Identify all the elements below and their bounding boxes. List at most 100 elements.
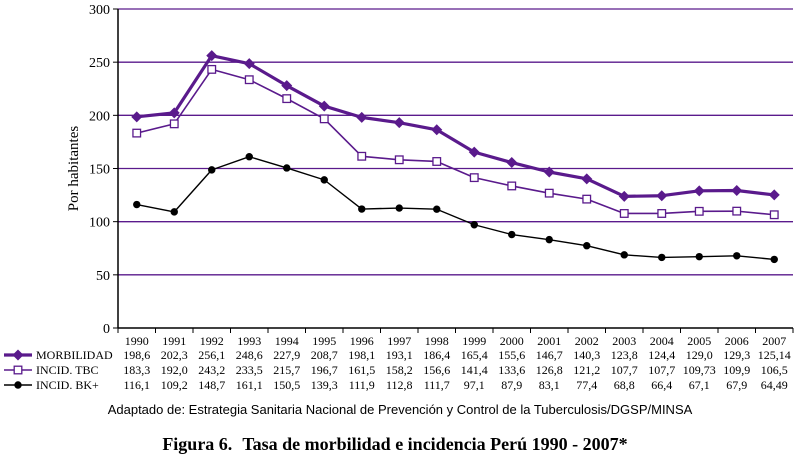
data-label: 148,7	[198, 378, 225, 392]
legend-label: INCID. TBC	[36, 363, 98, 377]
data-label: 121,2	[573, 363, 600, 377]
data-point	[469, 173, 479, 183]
data-label: 68,8	[614, 378, 635, 392]
data-point	[132, 128, 142, 138]
data-label: 161,1	[236, 378, 263, 392]
data-label: 129,3	[723, 348, 750, 362]
legend-label: MORBILIDAD	[36, 348, 113, 362]
data-label: 227,9	[273, 348, 300, 362]
data-point	[695, 252, 703, 261]
data-point	[14, 381, 22, 389]
axes	[113, 8, 794, 333]
data-label: 106,5	[761, 363, 788, 377]
data-label: 140,3	[573, 348, 600, 362]
data-point	[282, 94, 292, 104]
data-label: 77,4	[576, 378, 597, 392]
data-point	[769, 210, 779, 220]
data-label: 193,1	[386, 348, 413, 362]
year-label: 1999	[462, 334, 486, 348]
data-label: 202,3	[161, 348, 188, 362]
data-label: 107,7	[611, 363, 638, 377]
data-point	[733, 252, 741, 260]
y-tick-label: 250	[89, 56, 110, 71]
data-label: 111,9	[349, 378, 375, 392]
data-label: 146,7	[536, 348, 563, 362]
data-point	[170, 208, 178, 216]
data-label: 248,6	[236, 348, 263, 362]
data-label: 83,1	[539, 378, 560, 392]
y-axis-label: Por habitantes	[66, 126, 82, 212]
data-point	[432, 157, 442, 166]
data-label: 123,8	[611, 348, 638, 362]
y-tick-label: 50	[96, 269, 110, 284]
data-table: 1990 1991 1992 1993 1994 1995 1996 1997 1998 1999…	[4, 334, 791, 392]
data-label: 208,7	[311, 348, 338, 362]
data-point	[358, 205, 366, 213]
data-label: 233,5	[236, 363, 263, 377]
data-point	[544, 188, 554, 198]
data-label: 64,49	[761, 378, 788, 392]
year-label: 1993	[237, 334, 261, 348]
data-label: 97,1	[464, 378, 485, 392]
year-label: 2002	[575, 334, 599, 348]
data-point	[506, 157, 518, 169]
figure-number: Figura 6.	[162, 434, 233, 454]
data-label: 109,9	[723, 363, 750, 377]
data-point	[244, 75, 254, 85]
data-label: 133,6	[498, 363, 525, 377]
year-label: 2004	[650, 334, 674, 348]
data-point	[169, 119, 179, 129]
data-point	[168, 107, 180, 119]
data-point	[133, 200, 141, 209]
data-point	[543, 166, 555, 178]
data-point	[657, 209, 667, 218]
data-point	[618, 190, 630, 202]
data-point	[394, 155, 404, 165]
data-point	[732, 206, 742, 216]
data-point	[12, 349, 24, 361]
data-label: 139,3	[311, 378, 338, 392]
data-point	[283, 164, 291, 172]
year-label: 2000	[500, 334, 524, 348]
data-point	[281, 80, 293, 92]
data-point	[243, 58, 255, 70]
series-line	[136, 155, 775, 261]
year-label: 1995	[312, 334, 336, 348]
data-label: 256,1	[198, 348, 225, 362]
data-label: 165,4	[461, 348, 488, 362]
data-point	[470, 221, 478, 229]
data-label: 161,5	[348, 363, 375, 377]
data-point	[468, 146, 480, 158]
series-lines	[131, 50, 780, 264]
year-label: 1997	[387, 334, 411, 348]
data-point	[693, 185, 705, 197]
data-label: 129,0	[686, 348, 713, 362]
data-point	[393, 117, 405, 129]
year-label: 1996	[350, 334, 374, 348]
year-label: 1998	[425, 334, 449, 348]
data-point	[656, 190, 668, 202]
data-label: 125,14	[758, 348, 791, 362]
data-point	[620, 251, 628, 259]
data-label: 198,1	[348, 348, 375, 362]
data-point	[507, 181, 517, 191]
year-label: 2003	[612, 334, 636, 348]
data-label: 192,0	[161, 363, 188, 377]
data-label: 150,5	[273, 378, 300, 392]
data-point	[318, 100, 330, 112]
data-point	[319, 114, 329, 124]
year-label: 1991	[162, 334, 186, 348]
data-point	[582, 194, 592, 204]
year-label: 2005	[687, 334, 711, 348]
series-1	[132, 64, 779, 220]
data-label: 186,4	[423, 348, 450, 362]
series-2	[133, 152, 778, 264]
data-point	[206, 50, 218, 62]
data-label: 198,6	[123, 348, 150, 362]
data-point	[545, 235, 553, 244]
data-label: 87,9	[501, 378, 522, 392]
y-tick-label: 300	[89, 3, 110, 18]
data-point	[508, 230, 516, 239]
data-point	[619, 209, 629, 218]
data-label: 107,7	[648, 363, 675, 377]
